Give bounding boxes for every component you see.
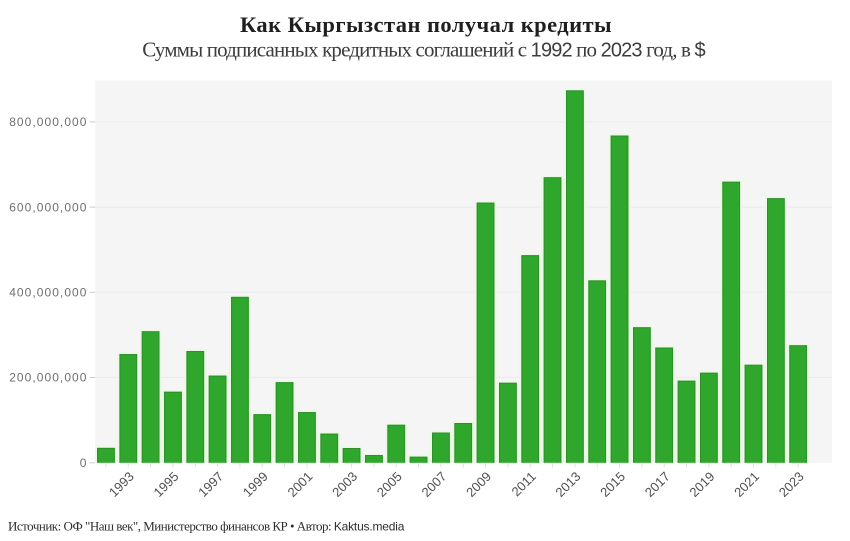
svg-text:2011: 2011 [508,469,538,499]
svg-text:2021: 2021 [731,469,762,500]
svg-text:2013: 2013 [552,469,583,500]
svg-text:Суммы подписанных кредитных со: Суммы подписанных кредитных соглашений с… [142,38,705,62]
svg-text:2003: 2003 [329,469,360,500]
svg-text:1995: 1995 [151,469,182,500]
svg-text:2001: 2001 [284,469,315,500]
svg-text:1997: 1997 [195,469,226,500]
svg-text:1993: 1993 [106,469,137,500]
svg-text:400,000,000: 400,000,000 [9,286,87,300]
svg-text:2019: 2019 [686,469,717,500]
svg-text:0: 0 [80,456,88,470]
svg-text:2007: 2007 [418,469,449,500]
svg-text:600,000,000: 600,000,000 [9,200,87,214]
svg-text:Как Кыргызстан получал кредиты: Как Кыргызстан получал кредиты [240,12,612,37]
svg-text:2023: 2023 [776,469,807,500]
svg-text:Источник: ОФ "Наш век", Минист: Источник: ОФ "Наш век", Министерство фин… [8,519,405,534]
svg-text:1999: 1999 [240,469,271,500]
svg-text:2015: 2015 [597,469,628,500]
svg-text:200,000,000: 200,000,000 [9,371,87,385]
svg-text:2017: 2017 [642,469,673,500]
svg-text:800,000,000: 800,000,000 [9,115,87,129]
svg-text:2009: 2009 [463,469,494,500]
svg-text:2005: 2005 [374,469,405,500]
